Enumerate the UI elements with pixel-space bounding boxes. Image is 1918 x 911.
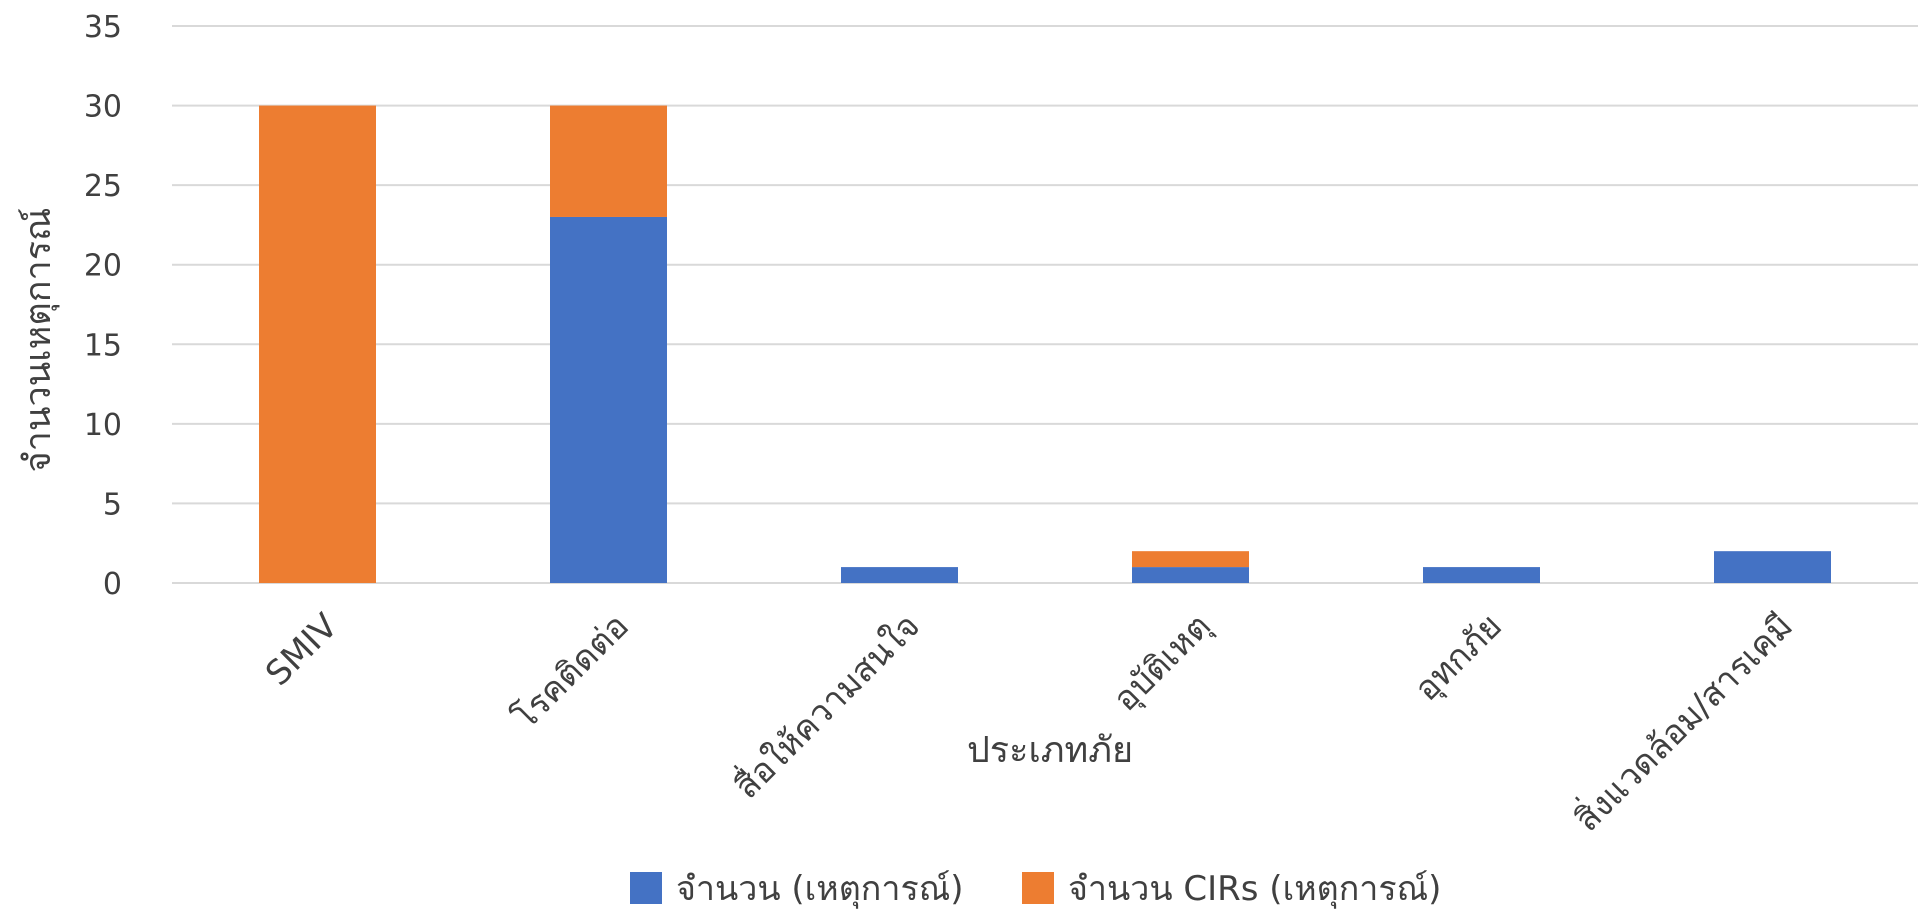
y-tick-label: 30 xyxy=(84,90,122,125)
y-tick-label: 35 xyxy=(84,10,122,45)
x-category-label: อุทกภัย xyxy=(1407,606,1510,709)
bar-events xyxy=(1423,567,1540,583)
legend-swatch xyxy=(630,872,662,904)
legend-label: จำนวน CIRs (เหตุการณ์) xyxy=(1068,869,1441,909)
bar-cirs xyxy=(1132,551,1249,568)
legend-label: จำนวน (เหตุการณ์) xyxy=(676,869,964,909)
bar-cirs xyxy=(259,105,376,584)
y-tick-label: 10 xyxy=(84,408,122,443)
y-tick-labels: 0 5 10 15 20 25 30 35 xyxy=(84,10,122,602)
y-tick-label: 15 xyxy=(84,328,122,363)
x-category-label: SMIV xyxy=(258,606,346,694)
bar-events xyxy=(1714,551,1831,583)
legend: จำนวน (เหตุการณ์) จำนวน CIRs (เหตุการณ์) xyxy=(630,869,1441,909)
y-tick-label: 0 xyxy=(103,567,122,602)
bar-cirs xyxy=(550,105,667,217)
bar-events xyxy=(1132,567,1249,583)
legend-swatch xyxy=(1022,872,1054,904)
x-category-label: อุบัติเหตุ xyxy=(1106,606,1219,719)
y-tick-label: 25 xyxy=(84,169,122,204)
bars xyxy=(259,105,1831,584)
y-tick-label: 20 xyxy=(84,249,122,284)
gridlines xyxy=(172,25,1918,584)
x-category-label: สื่อให้ความสนใจ xyxy=(724,603,928,807)
bar-events xyxy=(550,216,667,583)
x-category-label: สิ่งแวดล้อม/สารเคมี xyxy=(1564,603,1800,839)
x-axis-title: ประเภทภัย xyxy=(967,730,1133,771)
y-axis-title: จำนวนเหตุการณ์ xyxy=(18,208,60,473)
bar-events xyxy=(841,567,958,583)
y-tick-label: 5 xyxy=(103,487,122,522)
x-category-labels: SMIV โรคติดต่อ สื่อให้ความสนใจ อุบัติเหตุ อุ… xyxy=(258,603,1801,839)
x-category-label: โรคติดต่อ xyxy=(505,606,636,737)
